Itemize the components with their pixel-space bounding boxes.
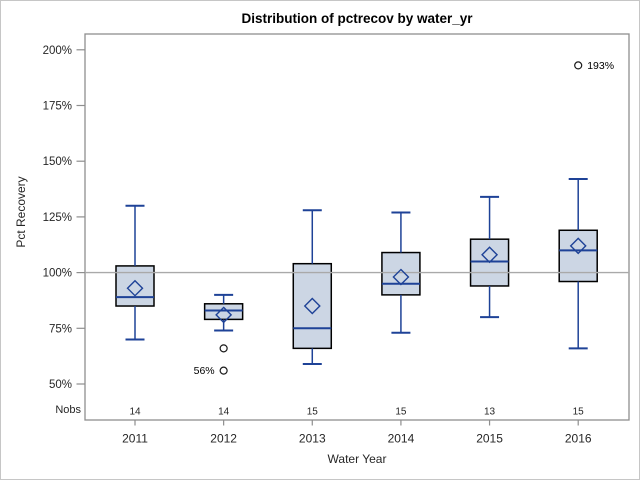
mean-diamond-2016 bbox=[569, 237, 587, 255]
mean-diamond-2012 bbox=[215, 306, 233, 324]
x-tick-label: 2015 bbox=[476, 432, 503, 446]
y-tick-label: 200% bbox=[43, 45, 72, 57]
x-tick-label: 2011 bbox=[122, 432, 148, 446]
nobs-value: 15 bbox=[573, 407, 585, 418]
y-tick-label: 100% bbox=[43, 268, 72, 280]
outlier-label: 56% bbox=[194, 365, 215, 377]
outlier-point-2012 bbox=[219, 344, 228, 353]
chart-title: Distribution of pctrecov by water_yr bbox=[241, 11, 473, 26]
mean-diamond-2013 bbox=[303, 297, 321, 315]
y-tick-label: 175% bbox=[43, 101, 72, 113]
y-tick-label: 150% bbox=[43, 156, 72, 168]
outlier-point-2016 bbox=[574, 61, 583, 70]
box-2012 bbox=[203, 303, 244, 321]
x-tick-label: 2016 bbox=[565, 432, 592, 446]
y-tick-label: 125% bbox=[43, 212, 72, 224]
nobs-row-label: Nobs bbox=[55, 404, 81, 416]
y-axis-title: Pct Recovery bbox=[14, 176, 28, 248]
nobs-value: 13 bbox=[484, 407, 496, 418]
y-tick-label: 50% bbox=[49, 379, 72, 391]
x-axis-title: Water Year bbox=[327, 452, 387, 466]
x-tick-label: 2013 bbox=[299, 432, 326, 446]
plot-frame bbox=[84, 33, 630, 421]
x-tick-label: 2012 bbox=[210, 432, 237, 446]
nobs-value: 14 bbox=[218, 407, 230, 418]
mean-diamond-2011 bbox=[126, 279, 144, 297]
nobs-value: 15 bbox=[307, 407, 319, 418]
nobs-value: 15 bbox=[395, 407, 407, 418]
box-2013 bbox=[292, 262, 333, 350]
outlier-label: 193% bbox=[587, 60, 614, 72]
box-2014 bbox=[381, 251, 421, 296]
outlier-point-2012 bbox=[219, 366, 228, 375]
nobs-value: 14 bbox=[129, 407, 141, 418]
mean-diamond-2015 bbox=[481, 246, 499, 264]
y-tick-label: 75% bbox=[49, 323, 72, 335]
mean-diamond-2014 bbox=[392, 268, 410, 286]
x-tick-label: 2014 bbox=[388, 432, 415, 446]
